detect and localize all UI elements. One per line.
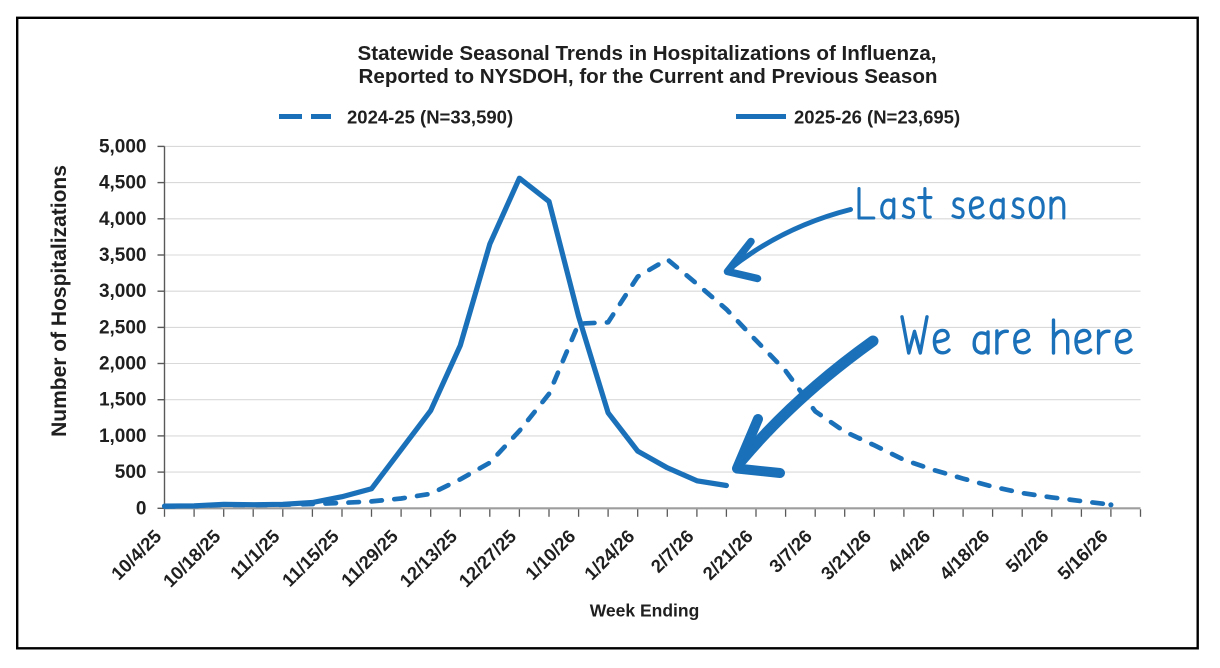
svg-text:Statewide Seasonal Trends in H: Statewide Seasonal Trends in Hospitaliza… [357, 42, 936, 65]
svg-text:Week Ending: Week Ending [590, 601, 700, 621]
svg-text:1,500: 1,500 [99, 390, 147, 411]
svg-text:4,000: 4,000 [99, 209, 147, 230]
svg-text:500: 500 [115, 462, 147, 483]
svg-text:2,500: 2,500 [99, 317, 147, 338]
svg-text:1,000: 1,000 [99, 426, 147, 447]
svg-text:2,000: 2,000 [99, 354, 147, 375]
svg-text:Number of Hospitalizations: Number of Hospitalizations [48, 165, 71, 437]
svg-text:2024-25 (N=33,590): 2024-25 (N=33,590) [347, 107, 513, 128]
svg-text:3,000: 3,000 [99, 281, 147, 302]
svg-text:0: 0 [136, 498, 147, 519]
svg-text:3,500: 3,500 [99, 245, 147, 266]
svg-text:5,000: 5,000 [99, 136, 147, 157]
svg-text:2025-26 (N=23,695): 2025-26 (N=23,695) [794, 107, 960, 128]
svg-text:Reported to NYSDOH, for the Cu: Reported to NYSDOH, for the Current and … [359, 65, 938, 88]
svg-text:4,500: 4,500 [99, 173, 147, 194]
